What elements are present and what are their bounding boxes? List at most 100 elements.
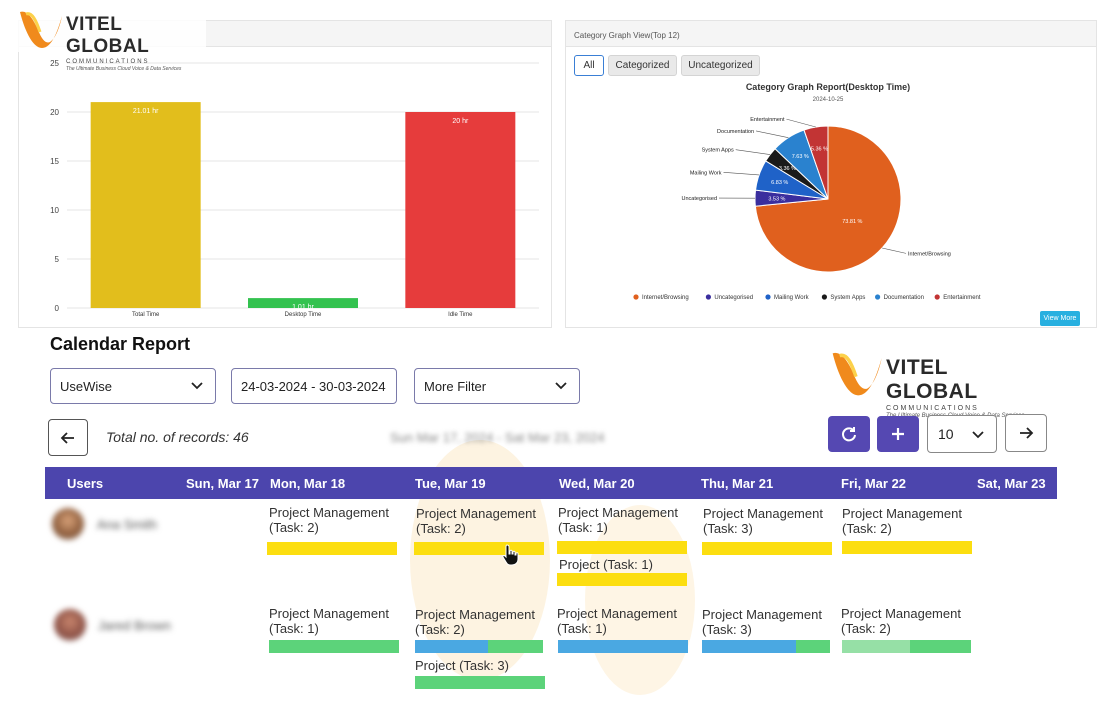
task-bar-segment[interactable] — [702, 640, 796, 653]
page-title: Calendar Report — [50, 334, 191, 354]
task-count: (Task: 2) — [415, 622, 465, 637]
task-title: Project Management — [269, 606, 389, 621]
legend-marker — [705, 294, 711, 300]
legend-label: Documentation — [884, 295, 924, 301]
task-count: (Task: 2) — [842, 521, 892, 536]
pie-pct-label: 3.36 % — [779, 166, 796, 172]
pie-subtitle: 2024-10-25 — [813, 97, 844, 103]
pie-category-label: System Apps — [702, 148, 734, 154]
refresh-icon — [842, 427, 856, 442]
task-bar[interactable] — [269, 640, 399, 653]
task-entry[interactable]: Project (Task: 1) — [559, 557, 653, 572]
tab-categorized[interactable]: Categorized — [608, 55, 677, 76]
x-tick-label: Total Time — [132, 312, 160, 318]
legend-marker — [875, 294, 881, 300]
pie-pct-label: 73.81 % — [842, 219, 862, 225]
user-name[interactable]: Jared Brown — [98, 618, 171, 633]
avatar — [52, 508, 84, 540]
more-filter-select[interactable]: More Filter — [414, 368, 580, 404]
bar-idle-time — [405, 112, 516, 308]
date-range-input[interactable]: 24-03-2024 - 30-03-2024 — [231, 368, 397, 404]
plus-icon — [892, 428, 904, 440]
avatar — [54, 609, 86, 641]
col-thu: Thu, Mar 21 — [701, 476, 774, 491]
prev-week-button[interactable] — [48, 419, 88, 456]
tab-uncategorized[interactable]: Uncategorized — [681, 55, 760, 76]
usewise-select[interactable]: UseWise — [50, 368, 216, 404]
legend-marker — [821, 294, 827, 300]
task-bar[interactable] — [267, 542, 397, 555]
task-bar[interactable] — [557, 573, 687, 586]
refresh-button[interactable] — [828, 416, 870, 452]
col-wed: Wed, Mar 20 — [559, 476, 635, 491]
arrow-right-icon — [1020, 427, 1034, 439]
legend-label: Mailing Work — [774, 295, 810, 301]
pie-title: Category Graph Report(Desktop Time) — [746, 82, 910, 92]
col-fri: Fri, Mar 22 — [841, 476, 907, 491]
task-bar[interactable] — [702, 542, 832, 555]
task-entry[interactable]: Project (Task: 3) — [415, 658, 509, 673]
vitel-logo-right: VITEL GLOBAL COMMUNICATIONS The Ultimate… — [828, 346, 1042, 419]
task-bar-segment[interactable] — [842, 640, 910, 653]
task-entry[interactable]: Project Management (Task: 2) — [415, 607, 535, 637]
task-bar[interactable] — [558, 640, 688, 653]
pie-category-label: Documentation — [717, 129, 754, 135]
task-bar[interactable] — [414, 542, 544, 555]
logo-subtitle: COMMUNICATIONS — [886, 405, 979, 412]
task-entry[interactable]: Project Management (Task: 1) — [269, 606, 389, 636]
bar-total-time — [90, 102, 201, 309]
task-bar[interactable] — [842, 541, 972, 554]
task-entry[interactable]: Project Management (Task: 1) — [558, 505, 678, 535]
task-entry[interactable]: Project Management (Task: 3) — [703, 506, 823, 536]
tab-all[interactable]: All — [574, 55, 604, 76]
bar-data-label: 20 hr — [452, 118, 469, 125]
task-title: Project Management — [269, 505, 389, 520]
task-title: Project Management — [557, 606, 677, 621]
time-bar-chart-panel: 0 5 10 15 20 25 21.01 hr Total Time 1.01 hr Deskt… — [18, 20, 552, 328]
task-bar-segment[interactable] — [415, 640, 488, 653]
category-graph-panel: Category Graph View(Top 12) All Categori… — [565, 20, 1097, 328]
task-bar[interactable] — [557, 541, 687, 554]
y-tick-label: 0 — [55, 304, 60, 313]
legend-label: Internet/Browsing — [642, 295, 689, 301]
calendar-header: Users Sun, Mar 17 Mon, Mar 18 Tue, Mar 1… — [45, 467, 1057, 499]
y-tick-label: 10 — [50, 206, 59, 215]
task-entry[interactable]: Project Management (Task: 2) — [842, 506, 962, 536]
task-bar-segment[interactable] — [910, 640, 971, 653]
pie-category-label: Uncategorised — [682, 196, 717, 202]
pie-pct-label: 5.36 % — [811, 147, 828, 153]
logo-wordmark: VITEL GLOBAL — [66, 14, 150, 57]
task-entry[interactable]: Project Management (Task: 2) — [269, 505, 389, 535]
task-bar-segment[interactable] — [796, 640, 830, 653]
chevron-down-icon — [972, 431, 984, 439]
pie-leader-line — [755, 130, 789, 138]
col-sat: Sat, Mar 23 — [977, 476, 1046, 491]
pie-leader-line — [735, 149, 771, 155]
task-count: (Task: 3) — [702, 622, 752, 637]
pie-category-label: Mailing Work — [690, 170, 722, 176]
usewise-select-value: UseWise — [60, 378, 113, 394]
pie-category-label: Entertainment — [750, 117, 785, 123]
add-button[interactable] — [877, 416, 919, 452]
date-range-value: 24-03-2024 - 30-03-2024 — [241, 378, 386, 394]
week-range-text: Sun Mar 17, 2024 - Sat Mar 23, 2024 — [390, 430, 605, 445]
task-entry[interactable]: Project Management (Task: 1) — [557, 606, 677, 636]
category-pie-chart: Category Graph Report(Desktop Time) 2024-… — [633, 82, 981, 301]
task-count: (Task: 2) — [841, 621, 891, 636]
view-more-button[interactable]: View More — [1040, 311, 1080, 326]
legend-label: Uncategorised — [714, 295, 753, 301]
user-name[interactable]: Ana Smith — [97, 517, 157, 532]
task-count: (Task: 2) — [416, 521, 466, 536]
task-entry[interactable]: Project Management (Task: 2) — [841, 606, 961, 636]
pie-category-label: Internet/Browsing — [908, 251, 951, 257]
next-week-button[interactable] — [1005, 414, 1047, 452]
task-bar-segment[interactable] — [488, 640, 543, 653]
task-title: Project Management — [702, 607, 822, 622]
task-entry[interactable]: Project Management (Task: 2) — [416, 506, 536, 536]
task-bar[interactable] — [415, 676, 545, 689]
total-records-text: Total no. of records: 46 — [106, 429, 249, 445]
task-entry[interactable]: Project Management (Task: 3) — [702, 607, 822, 637]
logo-wordmark: VITEL GLOBAL — [886, 356, 978, 403]
page-size-select[interactable]: 10 — [927, 415, 997, 453]
